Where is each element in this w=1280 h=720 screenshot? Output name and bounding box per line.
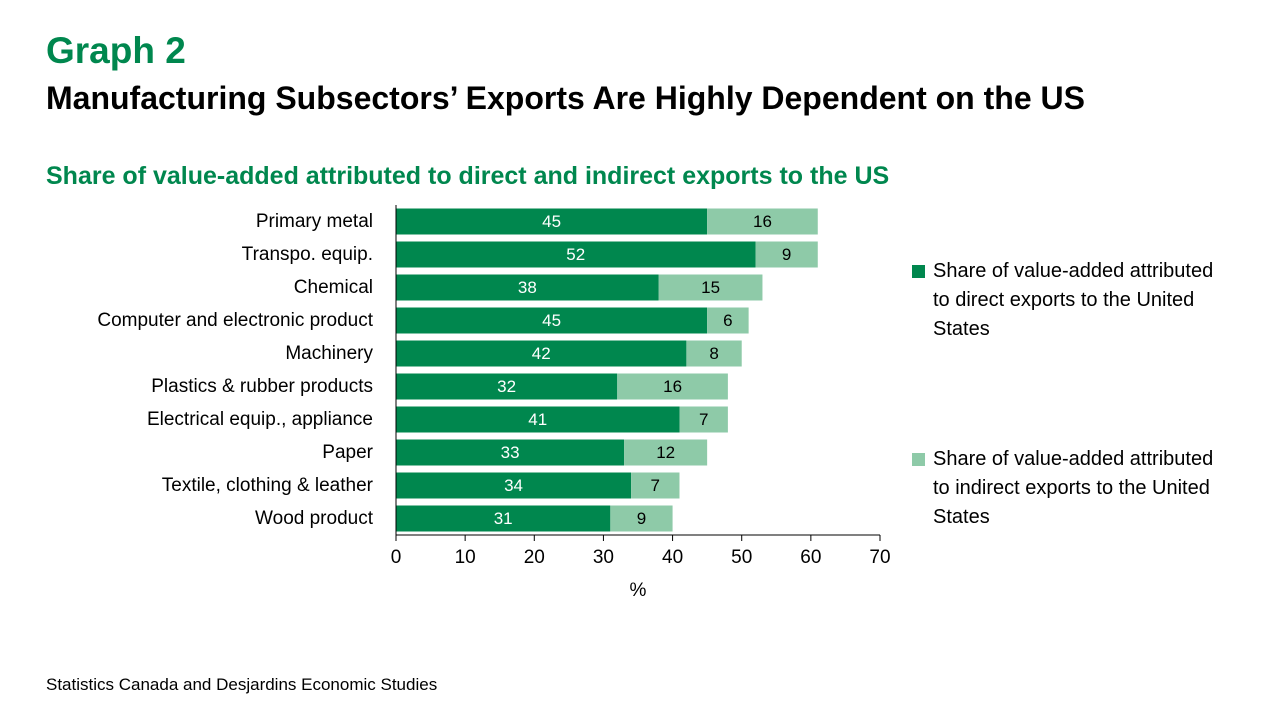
bar-indirect xyxy=(631,472,680,499)
category-label: Computer and electronic product xyxy=(97,310,373,331)
x-axis-label: % xyxy=(630,580,647,601)
data-label-indirect: 15 xyxy=(701,278,720,297)
x-tick-label: 50 xyxy=(731,547,752,568)
legend-swatch-direct xyxy=(912,265,925,278)
bar-indirect xyxy=(658,274,763,301)
data-label-direct: 45 xyxy=(542,212,561,231)
category-label: Wood product xyxy=(255,508,374,529)
bar-indirect xyxy=(686,340,742,367)
data-label-direct: 34 xyxy=(504,476,523,495)
bar-indirect xyxy=(610,505,673,532)
chart-title: Share of value-added attributed to direc… xyxy=(46,162,890,190)
bar-indirect xyxy=(707,307,749,334)
bar-direct xyxy=(396,340,687,367)
bar-direct xyxy=(396,307,708,334)
category-label: Electrical equip., appliance xyxy=(147,409,373,430)
x-tick-label: 60 xyxy=(800,547,821,568)
legend-swatch-indirect xyxy=(912,453,925,466)
bar-indirect xyxy=(617,373,728,400)
data-label-indirect: 7 xyxy=(651,476,660,495)
data-label-direct: 52 xyxy=(566,245,585,264)
category-label: Textile, clothing & leather xyxy=(162,475,374,496)
bar-direct xyxy=(396,208,708,235)
data-label-indirect: 7 xyxy=(699,410,708,429)
x-tick-label: 30 xyxy=(593,547,614,568)
data-label-indirect: 6 xyxy=(723,311,732,330)
bar-direct xyxy=(396,472,632,499)
data-label-indirect: 16 xyxy=(753,212,772,231)
bar-direct xyxy=(396,439,625,466)
bar-direct xyxy=(396,505,611,532)
category-label: Machinery xyxy=(285,343,373,364)
data-label-direct: 32 xyxy=(497,377,516,396)
x-tick-label: 20 xyxy=(524,547,545,568)
source-note: Statistics Canada and Desjardins Economi… xyxy=(46,675,438,694)
graph-label: Graph 2 xyxy=(46,30,186,71)
bar-direct xyxy=(396,406,680,433)
x-tick-label: 70 xyxy=(869,547,890,568)
data-label-indirect: 9 xyxy=(637,509,646,528)
data-label-direct: 42 xyxy=(532,344,551,363)
data-label-indirect: 9 xyxy=(782,245,791,264)
page-title: Manufacturing Subsectors’ Exports Are Hi… xyxy=(46,80,1085,116)
x-tick-label: 0 xyxy=(391,547,402,568)
legend-label-indirect: Share of value-added attributed to indir… xyxy=(933,448,1214,528)
category-label: Primary metal xyxy=(256,211,373,232)
bar-indirect xyxy=(707,208,818,235)
category-label: Transpo. equip. xyxy=(242,244,373,265)
bar-direct xyxy=(396,241,756,268)
bar-direct xyxy=(396,274,659,301)
legend-label-direct: Share of value-added attributed to direc… xyxy=(933,260,1214,340)
data-label-indirect: 12 xyxy=(656,443,675,462)
data-label-direct: 38 xyxy=(518,278,537,297)
x-tick-label: 10 xyxy=(455,547,476,568)
data-label-direct: 33 xyxy=(501,443,520,462)
category-label: Paper xyxy=(322,442,373,463)
data-label-indirect: 8 xyxy=(709,344,718,363)
data-label-direct: 31 xyxy=(494,509,513,528)
bar-indirect xyxy=(679,406,728,433)
bar-indirect xyxy=(624,439,708,466)
x-tick-label: 40 xyxy=(662,547,683,568)
data-label-direct: 45 xyxy=(542,311,561,330)
category-label: Plastics & rubber products xyxy=(151,376,373,397)
bar-indirect xyxy=(755,241,818,268)
data-label-indirect: 16 xyxy=(663,377,682,396)
bar-direct xyxy=(396,373,618,400)
category-label: Chemical xyxy=(294,277,373,298)
data-label-direct: 41 xyxy=(528,410,547,429)
